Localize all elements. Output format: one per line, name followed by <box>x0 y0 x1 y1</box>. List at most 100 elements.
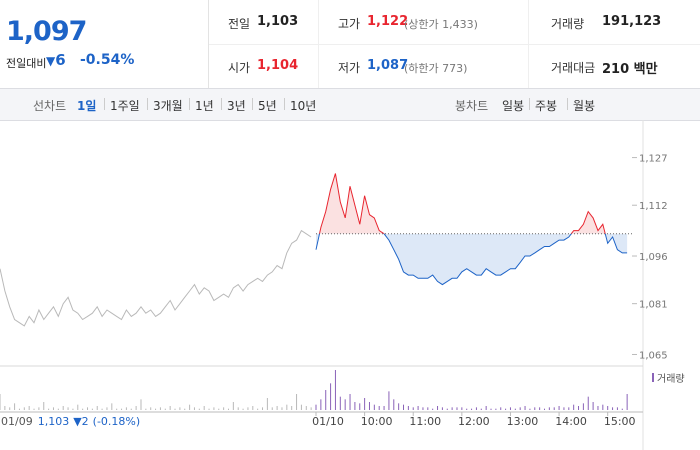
volume-bar <box>514 408 516 410</box>
y-tick-label: 1,096 <box>639 252 668 263</box>
range-tab[interactable]: 1주일 <box>110 99 140 113</box>
volume-bar <box>441 407 443 410</box>
tab-separator <box>104 98 105 110</box>
volume-bar <box>393 399 395 410</box>
volume-bar <box>252 406 254 410</box>
today-line-down <box>315 233 628 286</box>
volume-bar <box>612 407 614 410</box>
volume-bar <box>456 407 458 410</box>
stat-note: (하한가 773) <box>404 62 468 75</box>
tab-separator <box>567 98 568 110</box>
stat-label: 시가 <box>228 61 251 75</box>
volume-bar <box>174 408 176 410</box>
volume-bar <box>403 404 405 410</box>
volume-bar <box>573 404 575 410</box>
volume-bar <box>125 407 127 410</box>
volume-bar <box>145 408 147 410</box>
range-tab[interactable]: 3년 <box>227 99 246 113</box>
volume-bar <box>87 407 89 410</box>
volume-bar <box>310 407 312 410</box>
volume-bar <box>320 399 322 410</box>
volume-bar <box>62 406 64 410</box>
volume-bar <box>602 404 604 410</box>
volume-bar <box>597 406 599 410</box>
volume-bar <box>111 403 113 410</box>
volume-bar <box>150 407 152 410</box>
volume-legend: 거래량 <box>657 373 685 385</box>
chart: 1,065 1,081 1,096 1,112 1,127 01/10 10:00 11:00… <box>0 120 685 450</box>
volume-bar <box>616 407 618 410</box>
volume-bar <box>43 402 45 410</box>
volume-bar <box>495 408 497 410</box>
tab-group-label: 선차트 <box>33 99 67 113</box>
volume-bar <box>543 408 545 410</box>
volume-bar <box>519 407 521 410</box>
volume-bar <box>130 408 132 410</box>
x-tick-label: 12:00 <box>458 415 490 428</box>
y-tick-label: 1,081 <box>639 300 668 311</box>
range-tab[interactable]: 1일 <box>77 99 97 113</box>
x-tick-label: 10:00 <box>361 415 393 428</box>
volume-bar <box>237 407 239 410</box>
volume-bar <box>38 407 40 410</box>
up-area <box>316 173 628 234</box>
volume-bar <box>14 403 16 410</box>
change-value: 6 <box>55 51 66 69</box>
volume-bar <box>33 408 35 410</box>
candle-tab[interactable]: 주봉 <box>535 99 558 113</box>
volume-bar <box>28 406 30 410</box>
tab-bar: 선차트 봉차트 1일 1주일 3개월 1년 3년 5년 10년 일봉 주봉 월봉 <box>0 88 700 121</box>
volume-bar <box>218 408 220 410</box>
stat-value: 1,104 <box>257 58 299 73</box>
volume-bar <box>4 406 6 410</box>
volume-bar <box>475 407 477 410</box>
volume-bar <box>548 407 550 410</box>
volume-bar <box>412 407 414 410</box>
volume-bar <box>203 406 205 410</box>
volume-bar <box>184 408 186 410</box>
volume-bar <box>553 407 555 410</box>
volume-bar <box>101 408 103 410</box>
volume-bar <box>354 402 356 410</box>
volume-bar <box>339 396 341 410</box>
y-tick-label: 1,112 <box>639 201 668 212</box>
volume-bar <box>446 408 448 410</box>
tab-separator <box>189 98 190 110</box>
stat-label: 저가 <box>338 61 361 75</box>
footer-info: 01/09 1,103 ▼2 (-0.18%) <box>1 415 140 428</box>
volume-bar <box>193 407 195 410</box>
volume-bar <box>140 399 142 410</box>
volume-bar <box>437 406 439 410</box>
price: 1,097 <box>6 16 87 47</box>
volume-bar <box>9 407 11 410</box>
volume-bar <box>305 406 307 410</box>
volume-bar <box>67 407 69 410</box>
footer-change-pct: (-0.18%) <box>93 415 141 428</box>
volume-bar <box>505 408 507 410</box>
down-icon: ▼ <box>46 54 56 68</box>
stat-value: 210 백만 <box>602 62 658 77</box>
volume-bar <box>344 399 346 410</box>
candle-tab[interactable]: 월봉 <box>573 99 596 113</box>
candle-tab[interactable]: 일봉 <box>502 99 525 113</box>
volume-bar <box>592 402 594 410</box>
col-divider <box>528 0 529 88</box>
volume-bar <box>451 407 453 410</box>
range-tab[interactable]: 5년 <box>258 99 277 113</box>
volume-bar <box>587 396 589 410</box>
x-tick-label: 15:00 <box>604 415 636 428</box>
footer-change: 2 <box>82 415 89 428</box>
volume-bar <box>461 407 463 410</box>
range-tab[interactable]: 1년 <box>195 99 214 113</box>
volume-bar <box>271 407 273 410</box>
tab-separator <box>529 98 530 110</box>
range-tab[interactable]: 10년 <box>290 99 317 113</box>
quote-box: 1,097 전일대비 ▼6 -0.54% <box>0 0 209 88</box>
volume-bar <box>422 407 424 410</box>
volume-bar <box>398 403 400 410</box>
range-tab[interactable]: 3개월 <box>153 99 183 113</box>
volume-bar <box>582 403 584 410</box>
volume-bar <box>281 407 283 410</box>
stat-label: 거래량 <box>551 17 585 31</box>
volume-bar <box>368 402 370 410</box>
